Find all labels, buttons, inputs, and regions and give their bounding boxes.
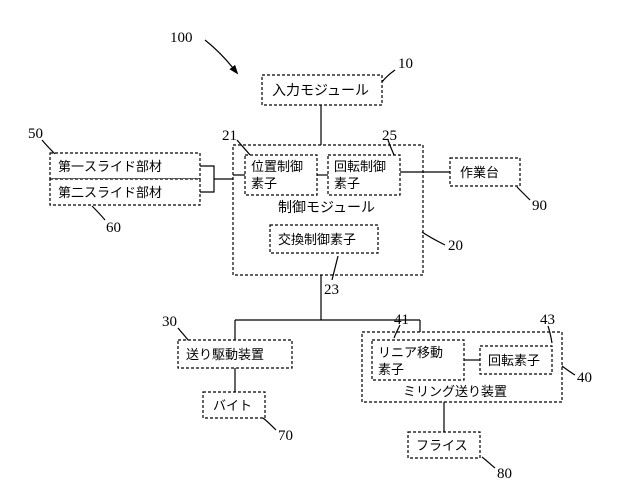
ref-80: 80 — [497, 466, 512, 482]
label-linear-2: 素子 — [378, 362, 404, 377]
ref-50: 50 — [28, 126, 43, 142]
arrow-100 — [205, 40, 233, 68]
label-fryce: フライス — [416, 438, 468, 453]
label-feeddrv: 送り駆動装置 — [186, 347, 264, 362]
lead-90 — [517, 187, 530, 200]
ref-70: 70 — [278, 428, 293, 444]
label-posctl-2: 素子 — [251, 176, 277, 191]
lead-40 — [562, 366, 575, 375]
ref-60: 60 — [106, 220, 121, 236]
label-rotelem: 回転素子 — [488, 353, 540, 368]
label-slide1: 第一スライド部材 — [58, 159, 162, 174]
ref-23: 23 — [324, 282, 339, 298]
label-linear-1: リニア移動 — [378, 345, 443, 360]
label-input: 入力モジュール — [272, 83, 369, 99]
ref-43: 43 — [540, 312, 555, 328]
ref-21: 21 — [222, 128, 237, 144]
label-millfeed: ミリング送り装置 — [403, 384, 507, 399]
label-posctl-1: 位置制御 — [251, 159, 303, 174]
lead-70 — [263, 418, 276, 430]
label-rotctl-1: 回転制御 — [334, 159, 386, 174]
ref-10: 10 — [398, 56, 413, 72]
ref-40: 40 — [577, 370, 592, 386]
label-ctlmod: 制御モジュール — [278, 200, 375, 216]
lead-10 — [382, 70, 395, 82]
lead-20 — [422, 232, 445, 245]
label-byte: バイト — [213, 398, 252, 413]
ref-20: 20 — [448, 238, 463, 254]
lead-80 — [482, 457, 495, 468]
label-workbench: 作業台 — [460, 165, 499, 180]
lead-60 — [92, 206, 105, 220]
ref-25: 25 — [382, 128, 397, 144]
lead-30 — [178, 328, 188, 340]
ref-100: 100 — [170, 30, 193, 46]
label-slide2: 第二スライド部材 — [58, 185, 162, 200]
ref-90: 90 — [532, 198, 547, 214]
label-rotctl-2: 素子 — [334, 176, 360, 191]
ref-30: 30 — [162, 314, 177, 330]
label-exch: 交換制御素子 — [278, 232, 356, 247]
lead-50 — [42, 140, 55, 154]
